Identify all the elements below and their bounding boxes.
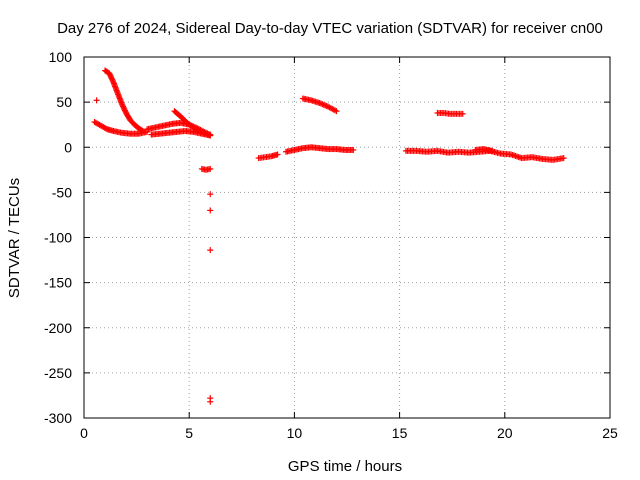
chart-title: Day 276 of 2024, Sidereal Day-to-day VTE… (57, 20, 603, 37)
y-axis-label: SDTVAR / TECUs (6, 178, 23, 298)
data-point (350, 146, 357, 153)
x-tick-label: 10 (287, 425, 303, 441)
y-tick-label: -300 (44, 410, 72, 426)
plot-frame (83, 56, 611, 419)
data-point (207, 398, 214, 405)
y-tick-label: -200 (44, 320, 72, 336)
x-axis-label: GPS time / hours (288, 458, 402, 475)
data-point (333, 108, 340, 115)
x-tick-label: 15 (392, 425, 408, 441)
data-point (560, 155, 567, 162)
data-point (207, 191, 214, 198)
data-point (207, 132, 214, 139)
data-point (93, 97, 100, 104)
data-point (109, 77, 116, 84)
data-point (207, 207, 214, 214)
x-tick-label: 0 (80, 425, 88, 441)
data-point (459, 110, 466, 117)
axis-ticks: 0 5 10 15 20 25 100 50 0 -50 -100 -150 -200 -250 -300 (44, 49, 618, 441)
y-tick-label: 100 (49, 49, 73, 65)
y-tick-label: -50 (52, 184, 72, 200)
data-point (207, 247, 214, 254)
y-tick-label: 0 (64, 139, 72, 155)
data-point (207, 165, 214, 172)
data-points (91, 67, 567, 405)
data-point (489, 147, 496, 154)
grid (84, 57, 610, 418)
y-tick-label: -100 (44, 230, 72, 246)
y-tick-label: -150 (44, 275, 72, 291)
y-tick-label: -250 (44, 365, 72, 381)
data-point (274, 151, 281, 158)
x-tick-label: 20 (497, 425, 513, 441)
x-tick-label: 5 (185, 425, 193, 441)
y-tick-label: 50 (56, 94, 72, 110)
x-tick-label: 25 (602, 425, 618, 441)
